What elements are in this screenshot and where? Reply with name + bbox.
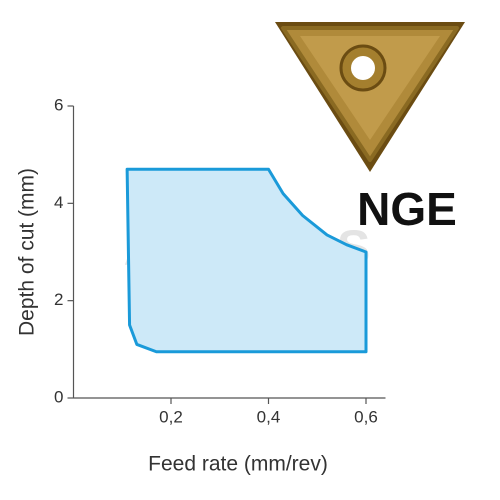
y-tick-label: 2 xyxy=(54,290,63,309)
x-tick-label: 0,2 xyxy=(159,407,183,426)
application-area xyxy=(125,167,368,354)
annotation: NGE xyxy=(357,183,457,235)
x-tick-label: 0,6 xyxy=(354,407,378,426)
x-axis-label: Feed rate (mm/rev) xyxy=(148,453,328,476)
x-tick-label: 0,4 xyxy=(257,407,281,426)
y-tick-label: 0 xyxy=(54,387,63,406)
y-tick-label: 6 xyxy=(54,95,63,114)
y-tick-label: 4 xyxy=(54,193,63,212)
insert-image xyxy=(275,22,465,172)
y-axis-label: Depth of cut (mm) xyxy=(16,168,39,336)
